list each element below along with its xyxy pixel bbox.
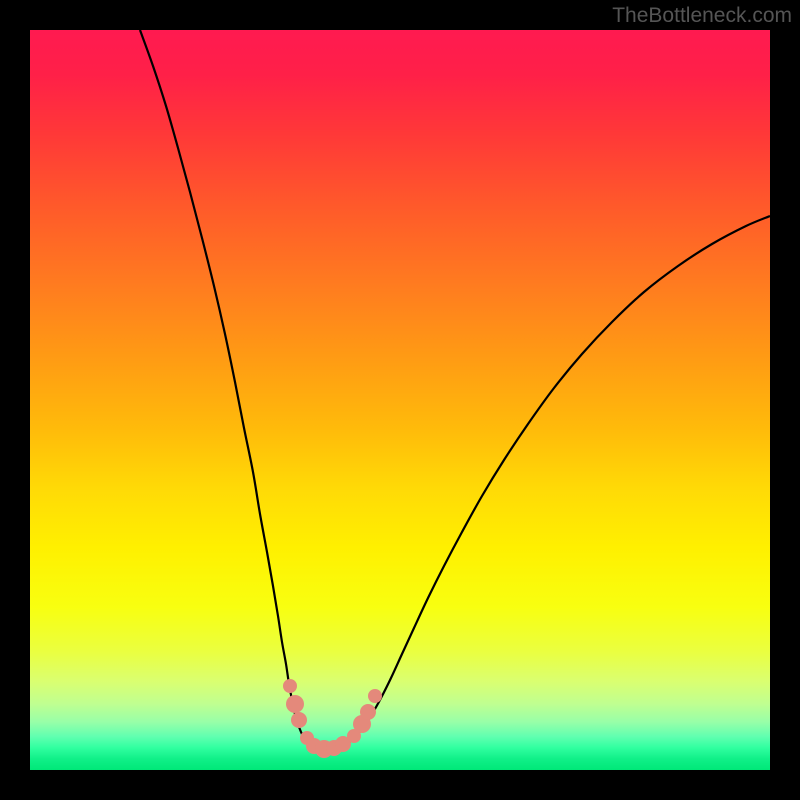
curve-right bbox=[325, 216, 770, 750]
marker-dot bbox=[283, 679, 297, 693]
marker-dot bbox=[286, 695, 304, 713]
curve-layer bbox=[30, 30, 770, 770]
curve-left bbox=[140, 30, 325, 750]
watermark-text: TheBottleneck.com bbox=[612, 4, 792, 28]
marker-dot bbox=[368, 689, 382, 703]
marker-dot bbox=[360, 704, 376, 720]
marker-dot bbox=[291, 712, 307, 728]
plot-area bbox=[30, 30, 770, 770]
marker-group bbox=[283, 679, 382, 758]
